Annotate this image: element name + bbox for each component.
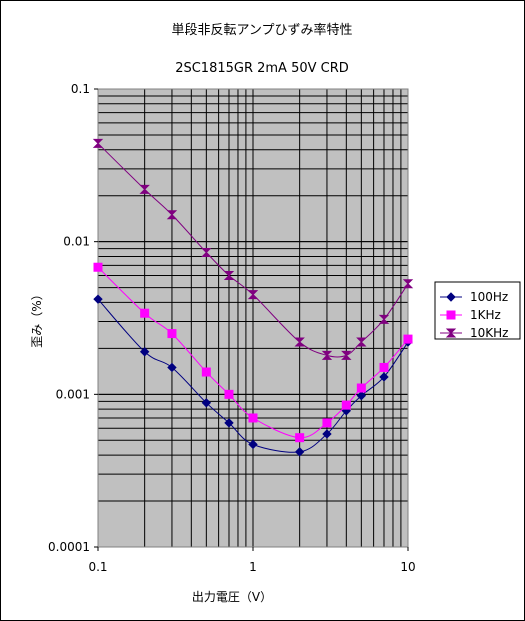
legend-label: 100Hz [470,290,508,304]
data-point [92,138,104,148]
legend-marker [446,310,456,320]
data-point [167,362,177,373]
data-point [403,334,413,344]
series-layer [92,138,414,457]
data-point [224,389,234,399]
data-point [93,294,103,304]
y-axis-label: 歪み（%） [30,288,44,347]
data-point [356,383,366,393]
series-1 [93,262,413,443]
x-tick-label: 0.1 [88,560,107,574]
legend-label: 1KHz [470,308,501,322]
data-point [378,314,390,324]
series-2 [92,138,414,360]
chart-title: 単段非反転アンプひずみ率特性 [171,22,352,38]
data-point [166,210,178,220]
data-point [248,439,258,450]
x-axis-label: 出力電圧（V） [192,590,272,604]
data-point [379,372,389,382]
data-point [356,337,367,347]
data-point [140,308,150,318]
legend-marker [446,292,456,302]
x-tick-label: 1 [249,560,257,574]
data-point [341,400,351,410]
data-point [223,271,235,281]
data-point [248,413,258,423]
y-tick-label: 0.01 [63,235,90,249]
data-point [247,290,259,300]
y-axis-ticks: 0.1 0.01 0.001 0.0001 [48,82,98,554]
data-point [322,429,332,439]
data-point [322,418,332,428]
data-point [139,184,150,194]
data-point [341,350,352,360]
data-point [201,367,211,377]
data-point [379,362,389,372]
y-tick-label: 0.0001 [48,540,90,554]
legend-marker [445,328,457,338]
data-point [294,337,305,347]
x-tick-label: 10 [400,560,415,574]
data-point [294,447,305,457]
series-0 [93,294,413,457]
data-point [295,433,305,443]
y-tick-label: 0.1 [71,82,90,96]
legend-label: 10KHz [470,326,508,340]
data-point [139,347,150,357]
data-point [201,398,212,408]
legend: 100Hz 1KHz 10KHz [434,281,521,340]
data-point [224,418,234,428]
y-tick-label: 0.001 [56,387,90,401]
grid-lines [97,88,409,548]
data-point [93,262,103,272]
data-point [167,329,177,339]
data-point [321,350,333,360]
x-axis-ticks: 0.1 1 10 [88,547,416,574]
data-point [402,279,414,289]
data-point [201,247,212,257]
data-point [356,390,367,401]
chart-subtitle: 2SC1815GR 2mA 50V CRD [175,61,349,76]
